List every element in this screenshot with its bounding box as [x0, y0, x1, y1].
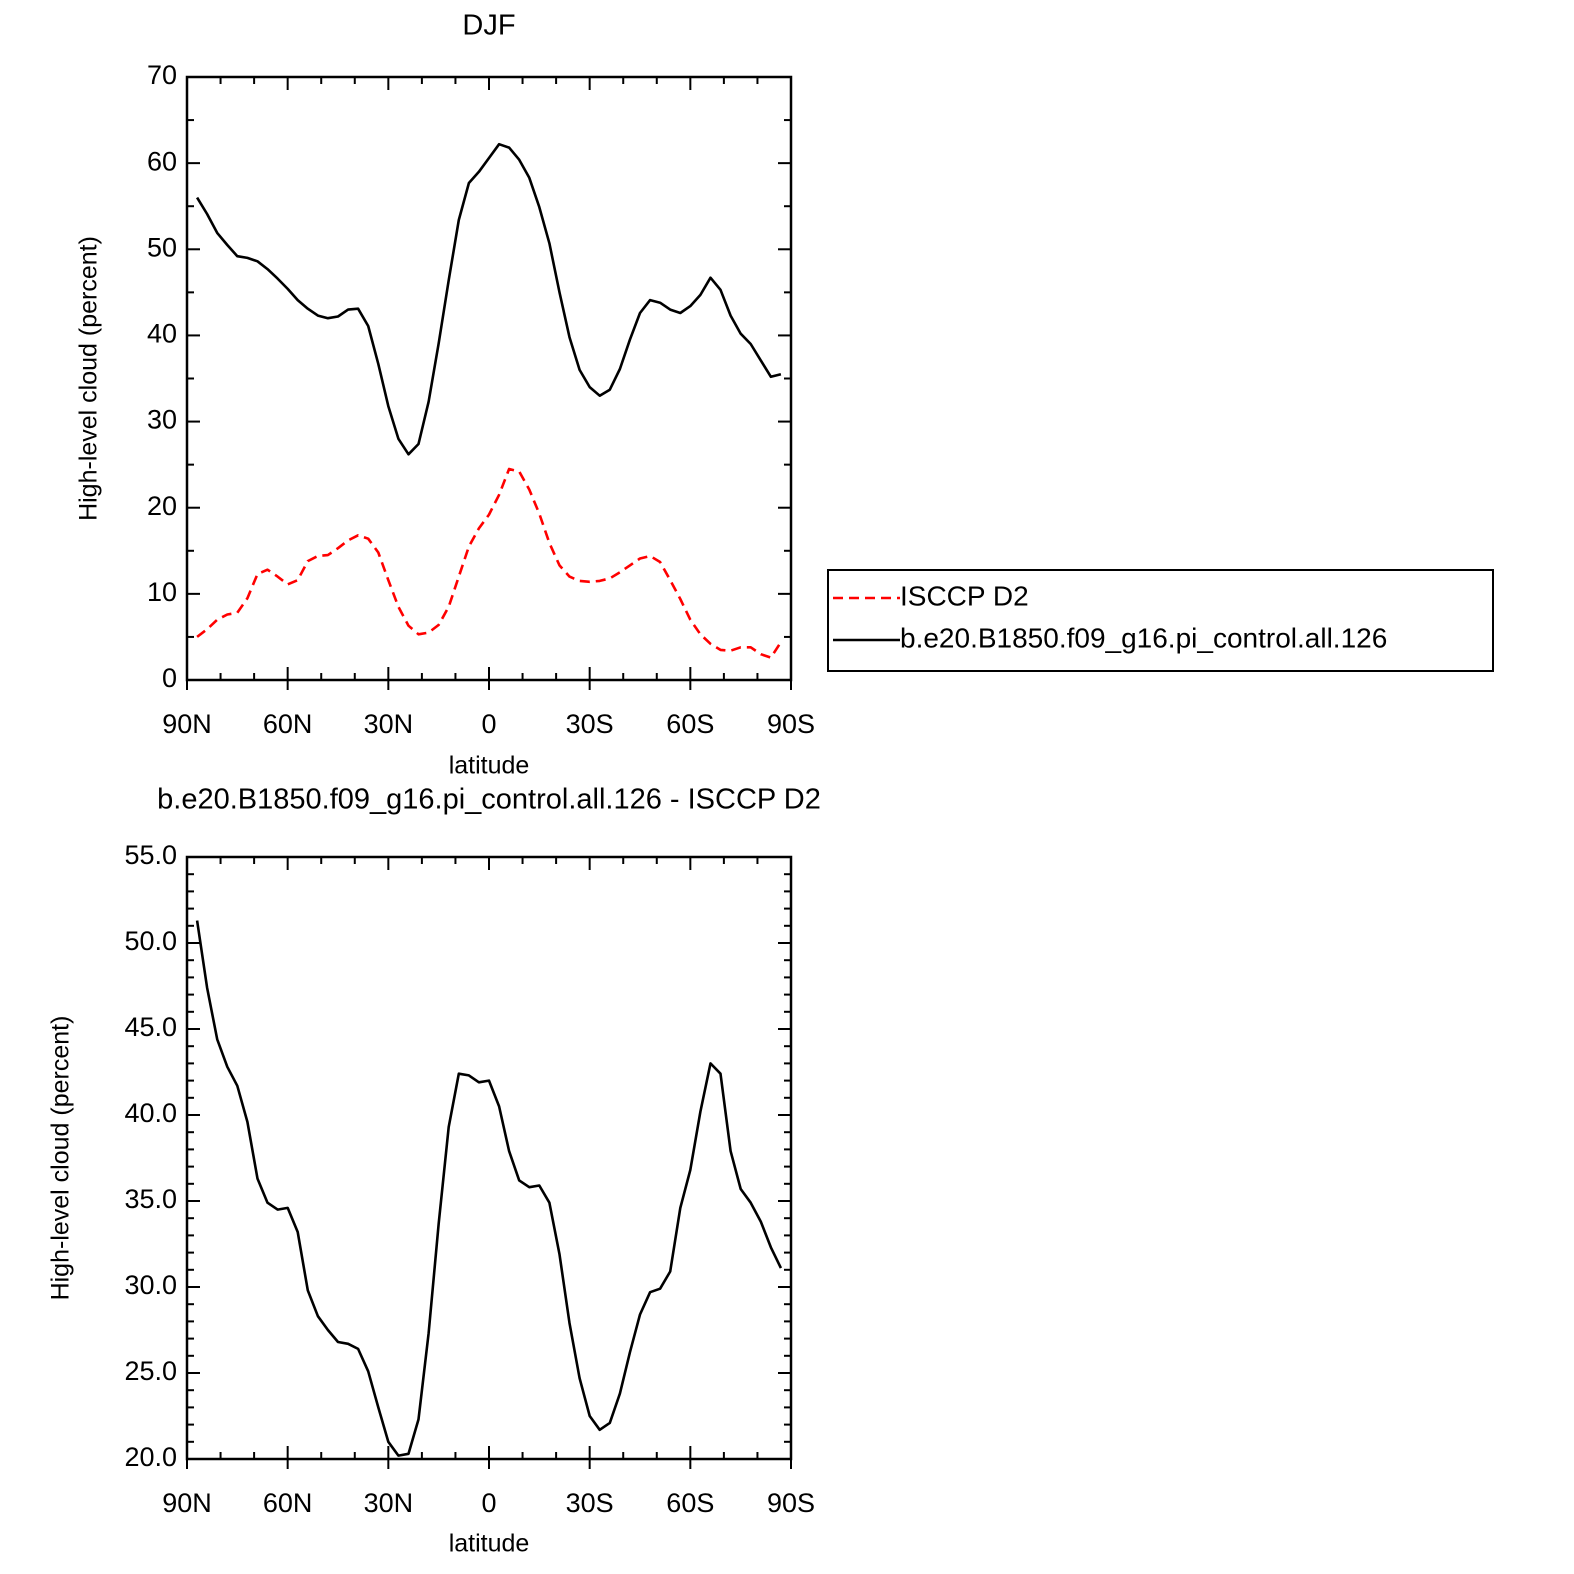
chart-title: b.e20.B1850.f09_g16.pi_control.all.126 -… [157, 784, 821, 816]
y-tick-label: 70 [147, 60, 177, 90]
x-tick-label: 90S [767, 1488, 815, 1518]
y-tick-label: 25.0 [124, 1356, 177, 1386]
x-tick-label: 90S [767, 709, 815, 739]
x-tick-label: 60N [263, 709, 313, 739]
x-tick-label: 30N [364, 709, 414, 739]
y-tick-label: 45.0 [124, 1012, 177, 1042]
x-tick-label: 0 [481, 1488, 496, 1518]
x-tick-label: 90N [162, 709, 212, 739]
y-tick-label: 40 [147, 319, 177, 349]
x-axis-label: latitude [449, 752, 530, 780]
legend-label: ISCCP D2 [900, 580, 1029, 611]
y-axis-label: High-level cloud (percent) [75, 236, 103, 521]
y-tick-label: 20.0 [124, 1442, 177, 1472]
x-tick-label: 0 [481, 709, 496, 739]
y-tick-label: 10 [147, 577, 177, 607]
x-tick-label: 30N [364, 1488, 414, 1518]
x-tick-label: 60S [666, 709, 714, 739]
legend-label: b.e20.B1850.f09_g16.pi_control.all.126 [900, 622, 1387, 653]
x-tick-label: 60N [263, 1488, 313, 1518]
x-axis-label: latitude [449, 1530, 530, 1558]
x-tick-label: 30S [566, 709, 614, 739]
y-tick-label: 30.0 [124, 1270, 177, 1300]
data-line [196, 467, 782, 659]
y-tick-label: 35.0 [124, 1184, 177, 1214]
x-tick-label: 90N [162, 1488, 212, 1518]
plot-frame [185, 855, 793, 1461]
y-tick-label: 20 [147, 491, 177, 521]
data-line [195, 142, 782, 456]
y-tick-label: 40.0 [124, 1098, 177, 1128]
y-tick-label: 30 [147, 405, 177, 435]
y-tick-label: 50.0 [124, 926, 177, 956]
chart-title: DJF [462, 10, 515, 42]
y-tick-label: 0 [162, 663, 177, 693]
plot-frame [185, 75, 793, 682]
y-axis-label: High-level cloud (percent) [47, 1016, 75, 1301]
y-tick-label: 50 [147, 232, 177, 262]
x-tick-label: 60S [666, 1488, 714, 1518]
data-line [195, 920, 783, 1457]
legend-box [827, 569, 1494, 672]
x-tick-label: 30S [566, 1488, 614, 1518]
y-tick-label: 60 [147, 146, 177, 176]
y-tick-label: 55.0 [124, 840, 177, 870]
